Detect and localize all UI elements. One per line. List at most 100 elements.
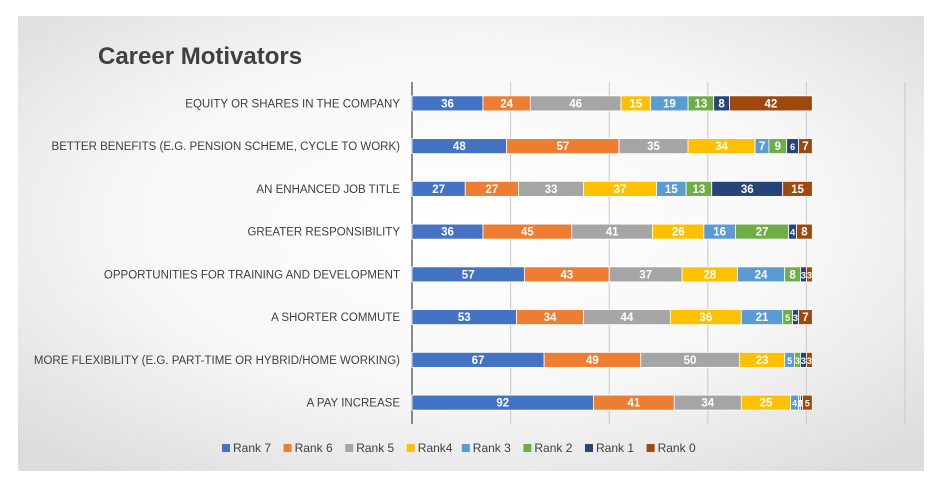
data-label: 35 (647, 141, 660, 153)
data-label: 1 (799, 399, 804, 409)
category-label: MORE FLEXIBILITY (E.G. PART-TIME OR HYBR… (34, 355, 400, 367)
data-label: 15 (665, 184, 678, 196)
data-label: 33 (545, 184, 558, 196)
legend-swatch (345, 444, 354, 452)
data-label: 42 (765, 98, 778, 110)
data-label: 3 (795, 356, 800, 366)
data-label: 7 (759, 141, 765, 153)
data-label: 8 (801, 227, 808, 239)
data-label: 16 (713, 227, 726, 239)
legend-label: Rank 2 (534, 441, 572, 455)
data-label: 1 (797, 399, 802, 409)
data-label: 23 (756, 355, 769, 367)
legend-swatch (406, 444, 415, 452)
data-label: 5 (787, 356, 792, 366)
legend-label: Rank 5 (356, 441, 394, 455)
bar-segment (729, 95, 813, 112)
legend-label: Rank 6 (295, 441, 333, 455)
data-label: 21 (756, 312, 769, 324)
category-label: BETTER BENEFITS (E.G. PENSION SCHEME, CY… (52, 141, 401, 153)
data-label: 13 (693, 184, 706, 196)
data-label: 19 (663, 98, 676, 110)
data-label: 53 (458, 312, 471, 324)
data-label: 36 (441, 98, 454, 110)
bar-segment (782, 180, 813, 197)
data-label: 7 (802, 141, 808, 153)
category-label: A PAY INCREASE (307, 398, 401, 410)
data-label: 44 (621, 312, 634, 324)
legend-swatch (523, 444, 532, 452)
data-label: 27 (432, 184, 445, 196)
data-label: 57 (556, 141, 569, 153)
data-label: 24 (755, 269, 768, 281)
category-label: GREATER RESPONSIBILITY (247, 227, 400, 239)
data-label: 5 (785, 313, 790, 323)
data-label: 34 (701, 398, 714, 410)
category-label: AN ENHANCED JOB TITLE (256, 184, 400, 196)
data-label: 92 (496, 398, 509, 410)
data-label: 3 (801, 270, 806, 280)
data-label: 46 (569, 98, 582, 110)
legend-label: Rank 7 (233, 441, 271, 455)
data-label: 36 (699, 312, 712, 324)
data-label: 37 (639, 269, 652, 281)
data-label: 4 (792, 399, 797, 409)
data-label: 49 (586, 355, 599, 367)
data-label: 7 (802, 312, 808, 324)
data-label: 36 (441, 227, 454, 239)
data-label: 41 (606, 227, 619, 239)
data-label: 3 (807, 270, 812, 280)
bar-segment (798, 309, 813, 326)
bar-segment (798, 138, 813, 155)
category-label: EQUITY OR SHARES IN THE COMPANY (185, 98, 400, 110)
data-label: 24 (500, 98, 513, 110)
data-label: 27 (756, 227, 769, 239)
data-label: 15 (791, 184, 804, 196)
data-label: 3 (801, 356, 806, 366)
data-label: 45 (521, 227, 534, 239)
category-labels: EQUITY OR SHARES IN THE COMPANY BETTER BE… (34, 98, 400, 409)
data-label: 6 (790, 142, 795, 152)
data-label: 5 (805, 399, 810, 409)
data-label: 67 (472, 355, 485, 367)
data-label: 4 (790, 228, 795, 238)
bar-segment (802, 394, 813, 411)
data-label: 9 (775, 141, 781, 153)
data-label: 57 (462, 269, 475, 281)
data-label: 13 (694, 98, 707, 110)
data-label: 3 (807, 356, 812, 366)
data-label: 34 (544, 312, 557, 324)
category-label: OPPORTUNITIES FOR TRAINING AND DEVELOPME… (104, 269, 400, 281)
category-label: A SHORTER COMMUTE (271, 312, 400, 324)
chart-title: Career Motivators (98, 43, 302, 70)
data-label: 48 (453, 141, 466, 153)
legend-swatch (283, 444, 292, 452)
legend-swatch (222, 444, 230, 452)
bar-segment (796, 223, 813, 240)
bar-segment (806, 351, 813, 368)
data-label: 8 (718, 98, 725, 110)
data-label: 8 (789, 269, 796, 281)
bar-segment (806, 266, 813, 283)
legend-label: Rank 1 (596, 441, 634, 455)
legend-label: Rank4 (418, 441, 453, 455)
data-label: 37 (614, 184, 627, 196)
data-label: 50 (684, 355, 697, 367)
legend-label: Rank 0 (658, 441, 696, 455)
data-label: 3 (793, 313, 798, 323)
data-label: 36 (741, 184, 754, 196)
data-label: 26 (672, 227, 685, 239)
data-label: 28 (703, 269, 716, 281)
data-label: 25 (760, 398, 773, 410)
data-label: 34 (715, 141, 728, 153)
legend-swatch (461, 444, 470, 452)
data-label: 43 (560, 269, 573, 281)
data-label: 41 (627, 398, 640, 410)
legend: Rank 7 Rank 6 Rank 5 Rank4 Rank 3 Rank 2 Rank … (222, 441, 696, 455)
legend-swatch (585, 444, 593, 452)
data-label: 15 (629, 98, 642, 110)
data-label: 27 (485, 184, 498, 196)
